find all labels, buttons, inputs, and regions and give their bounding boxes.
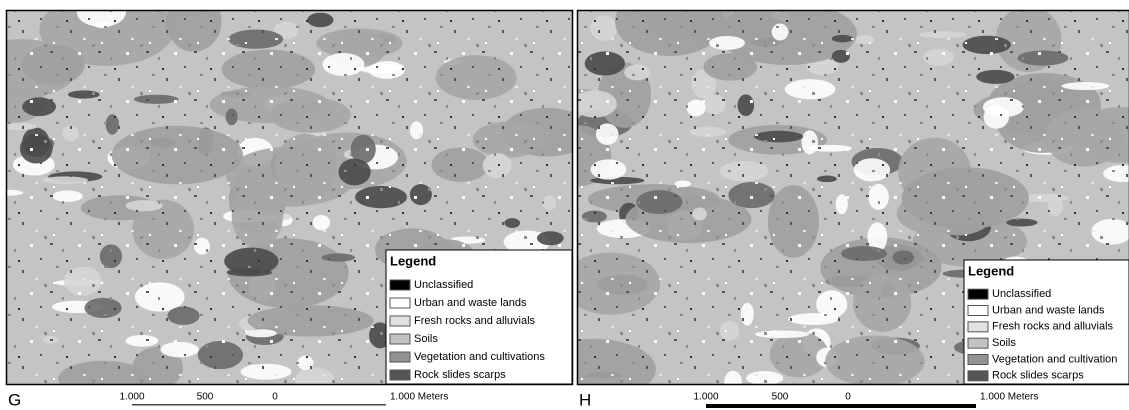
scale-label: 500 — [197, 392, 214, 403]
legend-swatch — [967, 288, 989, 300]
scale-label: 1.000 — [119, 392, 144, 403]
legend-label: Rock slides scarps — [992, 370, 1084, 382]
legend-swatch — [967, 337, 989, 349]
legend-swatch — [389, 297, 411, 309]
legend-label: Unclassified — [992, 288, 1051, 300]
legend-swatch — [389, 279, 411, 291]
map-frame — [576, 9, 1129, 386]
legend-label: Urban and waste lands — [992, 304, 1105, 316]
legend: Legend Unclassified Urban and waste lands F… — [385, 249, 573, 385]
legend: Legend Unclassified Urban and waste lands F… — [963, 259, 1129, 385]
legend-swatch — [967, 354, 989, 365]
scale-label: 0 — [272, 392, 278, 403]
panel-label: H — [579, 390, 591, 409]
legend-box — [963, 259, 1129, 385]
legend-label: Rock slides scarps — [414, 369, 506, 381]
legend-swatch — [389, 369, 411, 381]
panel-label: G — [8, 390, 21, 409]
map-panel: Legend Unclassified Urban and waste lands F… — [5, 9, 574, 409]
scale-label: 500 — [772, 392, 789, 403]
legend-label: Unclassified — [414, 279, 473, 291]
legend-swatch — [967, 305, 989, 316]
legend-label: Urban and waste lands — [414, 297, 527, 309]
scale-label: 1.000 Meters — [980, 392, 1038, 403]
legend-label: Vegetation and cultivations — [414, 351, 545, 363]
map-image — [578, 11, 1129, 384]
legend-swatch — [967, 321, 989, 333]
legend-title: Legend — [968, 263, 1014, 278]
scale-bar — [706, 404, 976, 408]
scale-label: 0 — [845, 392, 851, 403]
legend-label: Fresh rocks and alluvials — [992, 321, 1114, 333]
legend-label: Soils — [414, 333, 438, 345]
legend-label: Soils — [992, 337, 1016, 349]
map-image — [7, 11, 572, 384]
legend-title: Legend — [390, 253, 436, 268]
legend-swatch — [967, 370, 989, 382]
legend-swatch — [389, 351, 411, 363]
legend-swatch — [389, 333, 411, 345]
scale-bar — [132, 404, 386, 406]
legend-label: Fresh rocks and alluvials — [414, 315, 536, 327]
map-frame — [5, 9, 574, 386]
scale-label: 1.000 Meters — [390, 392, 448, 403]
legend-swatch — [389, 315, 411, 327]
scale-label: 1.000 — [693, 392, 718, 403]
map-panel: Legend Unclassified Urban and waste lands F… — [576, 9, 1129, 409]
legend-label: Vegetation and cultivation — [992, 353, 1117, 365]
legend-box — [385, 249, 573, 385]
